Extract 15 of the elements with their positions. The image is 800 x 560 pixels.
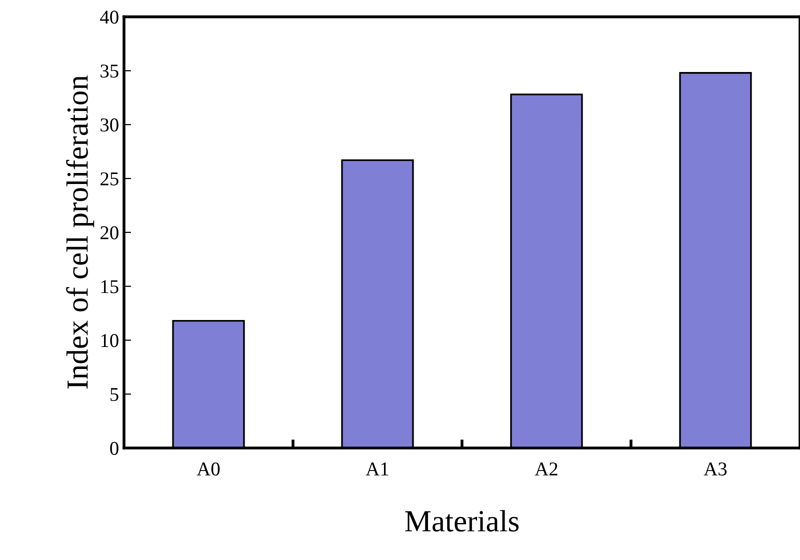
x-tick-label: A0 xyxy=(196,462,220,476)
y-tick-label: 20 xyxy=(100,226,118,240)
x-tick-label: A2 xyxy=(534,462,558,476)
y-axis-title: Index of cell proliferation xyxy=(66,75,94,389)
x-axis-title: Materials xyxy=(405,510,519,532)
y-tick-label: 40 xyxy=(100,10,118,24)
y-tick-label: 25 xyxy=(100,172,118,186)
x-tick-label: A3 xyxy=(704,462,727,476)
y-tick-label: 30 xyxy=(100,118,118,132)
x-tick-label: A1 xyxy=(366,462,388,476)
y-tick-label: 5 xyxy=(110,388,118,402)
y-tick-label: 15 xyxy=(101,280,118,294)
y-tick-label: 35 xyxy=(100,64,118,78)
y-tick-label: 10 xyxy=(101,334,118,348)
y-tick-label: 0 xyxy=(110,442,118,455)
